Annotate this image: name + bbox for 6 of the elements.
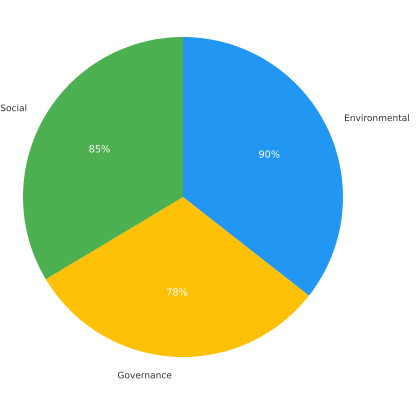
slice-label: Governance bbox=[118, 372, 172, 378]
slice-label: Environmental bbox=[344, 114, 409, 122]
data-label: 90% bbox=[259, 150, 280, 158]
slice-label: Social bbox=[0, 104, 26, 112]
data-label: 85% bbox=[89, 145, 110, 153]
data-label: 78% bbox=[167, 288, 188, 296]
